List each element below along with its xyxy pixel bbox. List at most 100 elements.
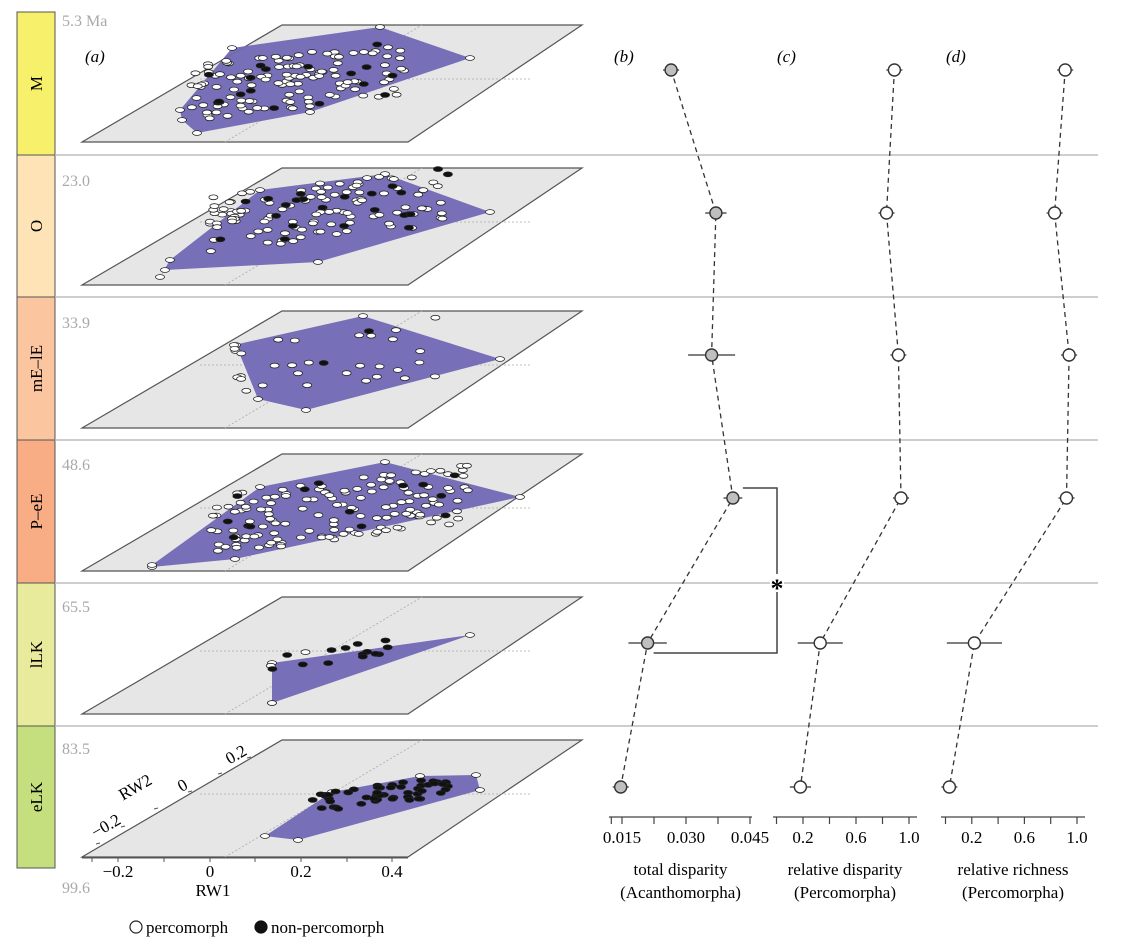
percomorph-point — [384, 478, 395, 484]
non-percomorph-point — [280, 202, 291, 208]
percomorph-point — [212, 224, 223, 230]
percomorph-point — [453, 515, 464, 522]
percomorph-point — [413, 191, 424, 198]
percomorph-point — [374, 212, 385, 218]
percomorph-point — [302, 382, 313, 389]
row-separators — [55, 154, 1098, 727]
morphospace-plane-4 — [79, 453, 584, 572]
percomorph-point — [285, 99, 296, 105]
specimen-point — [267, 700, 277, 706]
non-percomorph-point — [387, 795, 398, 802]
percomorph-point — [341, 189, 352, 195]
percomorph-point — [324, 92, 335, 98]
age-labels: 5.3 Ma 23.0 33.9 48.6 65.5 83.5 99.6 — [62, 13, 107, 897]
specimen-point — [375, 24, 385, 30]
percomorph-point — [270, 53, 281, 60]
percomorph-point — [437, 215, 448, 222]
percomorph-point — [436, 210, 447, 217]
x-tick-label: 1.0 — [1066, 828, 1087, 847]
percomorph-point — [344, 526, 355, 533]
percomorph-point — [352, 486, 363, 492]
data-point-3 — [704, 348, 719, 362]
rw1-tick-label: −0.2 — [103, 862, 134, 881]
percomorph-point — [294, 88, 305, 95]
percomorph-point — [418, 187, 429, 193]
non-percomorph-point — [380, 637, 391, 644]
stage-label: lLK — [27, 640, 46, 668]
percomorph-point — [285, 81, 296, 87]
percomorph-point — [366, 481, 377, 488]
stage-label: mE–lE — [27, 345, 46, 392]
rw2-tick — [153, 807, 159, 810]
morphospace-plane-5 — [79, 596, 584, 715]
non-percomorph-point — [287, 223, 298, 229]
percomorph-point — [254, 544, 264, 551]
non-percomorph-point — [436, 492, 447, 499]
specimen-point — [380, 459, 390, 465]
percomorph-point — [241, 533, 252, 540]
percomorph-point — [389, 511, 400, 517]
percomorph-point — [229, 86, 239, 93]
morphospace-plane-6 — [79, 739, 584, 858]
percomorph-point — [243, 68, 254, 75]
rw2-tick — [95, 842, 101, 845]
percomorph-point — [403, 489, 414, 496]
percomorph-point — [300, 649, 311, 655]
non-percomorph-point — [366, 190, 377, 197]
non-percomorph-point — [418, 481, 429, 488]
percomorph-point — [331, 231, 342, 237]
percomorph-point — [291, 63, 302, 70]
specimen-point — [255, 187, 265, 193]
non-percomorph-point — [403, 224, 414, 231]
percomorph-point — [202, 109, 212, 116]
percomorph-point — [371, 373, 382, 380]
stage-bar-2 — [16, 154, 56, 298]
percomorph-point — [371, 515, 382, 521]
age-label-bottom: 99.6 — [62, 880, 90, 897]
non-percomorph-point — [369, 207, 380, 213]
percomorph-point — [315, 228, 326, 235]
data-point-4 — [1059, 491, 1074, 505]
percomorph-point — [379, 190, 389, 197]
x-axis-label: total disparity — [634, 860, 728, 879]
non-percomorph-point — [339, 194, 350, 200]
non-percomorph-point — [398, 779, 409, 786]
percomorph-point — [415, 348, 426, 354]
stage-bar-6 — [16, 725, 56, 869]
non-percomorph-point — [396, 784, 406, 790]
percomorph-point — [232, 78, 243, 85]
percomorph-point — [444, 521, 455, 528]
age-label: 83.5 — [62, 741, 90, 758]
stage-bars: M OmE–lE P–eE lLK eLK — [16, 11, 56, 869]
non-percomorph-point — [330, 788, 341, 795]
rw2-tick — [246, 756, 252, 759]
percomorph-point — [257, 382, 268, 389]
percomorph-point — [458, 473, 469, 479]
percomorph-point — [257, 55, 268, 61]
rw2-tick — [120, 825, 126, 828]
specimen-point — [305, 109, 315, 115]
non-percomorph-point — [299, 486, 310, 493]
percomorph-point — [366, 488, 377, 495]
non-percomorph-point — [215, 236, 226, 243]
percomorph-point — [244, 98, 255, 104]
specimen-point — [301, 407, 311, 413]
percomorph-point — [209, 203, 220, 209]
percomorph-point — [287, 362, 298, 369]
percomorph-point — [332, 502, 343, 508]
percomorph-point — [220, 543, 231, 550]
x-tick-label: 1.0 — [898, 828, 919, 847]
non-percomorph-point — [323, 791, 334, 798]
percomorph-point — [307, 220, 318, 227]
percomorph-point — [214, 71, 225, 77]
percomorph-point — [235, 102, 246, 109]
percomorph-point — [236, 97, 247, 104]
percomorph-point — [391, 327, 401, 333]
percomorph-point — [273, 336, 284, 343]
percomorph-point — [341, 370, 352, 376]
legend-open-label: percomorph — [146, 918, 229, 937]
percomorph-point — [276, 543, 287, 550]
percomorph-point — [275, 241, 286, 247]
series-line — [948, 69, 1070, 788]
percomorph-point — [265, 516, 276, 522]
